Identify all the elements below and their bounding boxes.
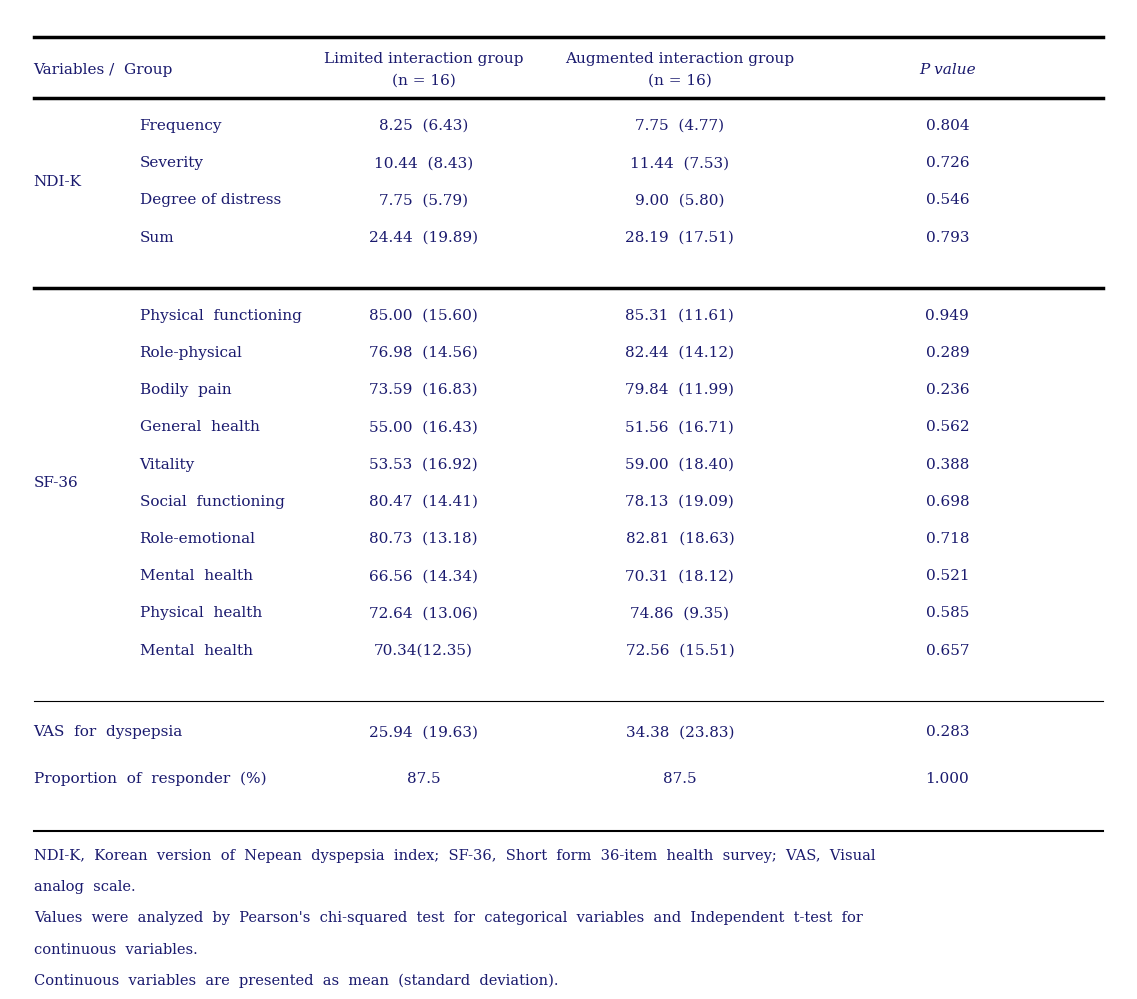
Text: Continuous  variables  are  presented  as  mean  (standard  deviation).: Continuous variables are presented as me… [34, 974, 558, 988]
Text: 0.546: 0.546 [926, 194, 969, 208]
Text: 76.98  (14.56): 76.98 (14.56) [370, 346, 478, 360]
Text: continuous  variables.: continuous variables. [34, 943, 198, 957]
Text: 51.56  (16.71): 51.56 (16.71) [625, 421, 735, 435]
Text: 70.31  (18.12): 70.31 (18.12) [625, 569, 735, 583]
Text: NDI-K,  Korean  version  of  Nepean  dyspepsia  index;  SF-36,  Short  form  36-: NDI-K, Korean version of Nepean dyspepsi… [34, 848, 875, 862]
Text: 82.44  (14.12): 82.44 (14.12) [625, 346, 735, 360]
Text: 7.75  (5.79): 7.75 (5.79) [379, 194, 468, 208]
Text: 24.44  (19.89): 24.44 (19.89) [370, 231, 479, 245]
Text: 10.44  (8.43): 10.44 (8.43) [374, 156, 473, 170]
Text: 59.00  (18.40): 59.00 (18.40) [625, 458, 735, 472]
Text: Severity: Severity [140, 156, 204, 170]
Text: analog  scale.: analog scale. [34, 880, 135, 894]
Text: 0.657: 0.657 [926, 643, 969, 657]
Text: Variables /  Group: Variables / Group [34, 63, 173, 77]
Text: 82.81  (18.63): 82.81 (18.63) [625, 531, 735, 546]
Text: 34.38  (23.83): 34.38 (23.83) [625, 725, 735, 739]
Text: 70.34(12.35): 70.34(12.35) [374, 643, 473, 657]
Text: 72.56  (15.51): 72.56 (15.51) [625, 643, 735, 657]
Text: 0.793: 0.793 [926, 231, 969, 245]
Text: Physical  functioning: Physical functioning [140, 309, 301, 323]
Text: P value: P value [919, 63, 976, 77]
Text: 72.64  (13.06): 72.64 (13.06) [370, 606, 479, 620]
Text: 85.31  (11.61): 85.31 (11.61) [625, 309, 735, 323]
Text: 73.59  (16.83): 73.59 (16.83) [370, 384, 478, 398]
Text: 85.00  (15.60): 85.00 (15.60) [370, 309, 478, 323]
Text: 28.19  (17.51): 28.19 (17.51) [625, 231, 735, 245]
Text: 0.698: 0.698 [926, 495, 969, 508]
Text: Mental  health: Mental health [140, 569, 252, 583]
Text: 80.47  (14.41): 80.47 (14.41) [370, 495, 479, 508]
Text: 0.562: 0.562 [926, 421, 969, 435]
Text: Frequency: Frequency [140, 119, 222, 133]
Text: Social  functioning: Social functioning [140, 495, 284, 508]
Text: Role-emotional: Role-emotional [140, 531, 256, 546]
Text: 0.726: 0.726 [926, 156, 969, 170]
Text: Values  were  analyzed  by  Pearson's  chi-squared  test  for  categorical  vari: Values were analyzed by Pearson's chi-sq… [34, 911, 863, 925]
Text: Bodily  pain: Bodily pain [140, 384, 231, 398]
Text: Augmented interaction group: Augmented interaction group [565, 52, 795, 66]
Text: 0.388: 0.388 [926, 458, 969, 472]
Text: 0.289: 0.289 [926, 346, 969, 360]
Text: Degree of distress: Degree of distress [140, 194, 281, 208]
Text: 55.00  (16.43): 55.00 (16.43) [370, 421, 478, 435]
Text: Mental  health: Mental health [140, 643, 252, 657]
Text: 1.000: 1.000 [926, 772, 969, 786]
Text: Role-physical: Role-physical [140, 346, 242, 360]
Text: Physical  health: Physical health [140, 606, 262, 620]
Text: 0.804: 0.804 [926, 119, 969, 133]
Text: NDI-K: NDI-K [34, 175, 82, 189]
Text: General  health: General health [140, 421, 259, 435]
Text: 66.56  (14.34): 66.56 (14.34) [370, 569, 479, 583]
Text: 78.13  (19.09): 78.13 (19.09) [625, 495, 735, 508]
Text: 0.283: 0.283 [926, 725, 969, 739]
Text: 80.73  (13.18): 80.73 (13.18) [370, 531, 478, 546]
Text: Limited interaction group: Limited interaction group [324, 52, 523, 66]
Text: Proportion  of  responder  (%): Proportion of responder (%) [34, 771, 266, 786]
Text: 53.53  (16.92): 53.53 (16.92) [370, 458, 478, 472]
Text: 74.86  (9.35): 74.86 (9.35) [630, 606, 730, 620]
Text: (n = 16): (n = 16) [648, 74, 712, 88]
Text: SF-36: SF-36 [34, 477, 78, 491]
Text: Sum: Sum [140, 231, 174, 245]
Text: 0.718: 0.718 [926, 531, 969, 546]
Text: Vitality: Vitality [140, 458, 194, 472]
Text: (n = 16): (n = 16) [392, 74, 456, 88]
Text: 9.00  (5.80): 9.00 (5.80) [636, 194, 724, 208]
Text: 0.236: 0.236 [926, 384, 969, 398]
Text: 79.84  (11.99): 79.84 (11.99) [625, 384, 735, 398]
Text: 11.44  (7.53): 11.44 (7.53) [630, 156, 730, 170]
Text: 0.585: 0.585 [926, 606, 969, 620]
Text: 0.949: 0.949 [926, 309, 969, 323]
Text: 0.521: 0.521 [926, 569, 969, 583]
Text: 7.75  (4.77): 7.75 (4.77) [636, 119, 724, 133]
Text: 25.94  (19.63): 25.94 (19.63) [370, 725, 479, 739]
Text: 87.5: 87.5 [663, 772, 697, 786]
Text: 87.5: 87.5 [407, 772, 440, 786]
Text: 8.25  (6.43): 8.25 (6.43) [379, 119, 468, 133]
Text: VAS  for  dyspepsia: VAS for dyspepsia [34, 725, 183, 739]
